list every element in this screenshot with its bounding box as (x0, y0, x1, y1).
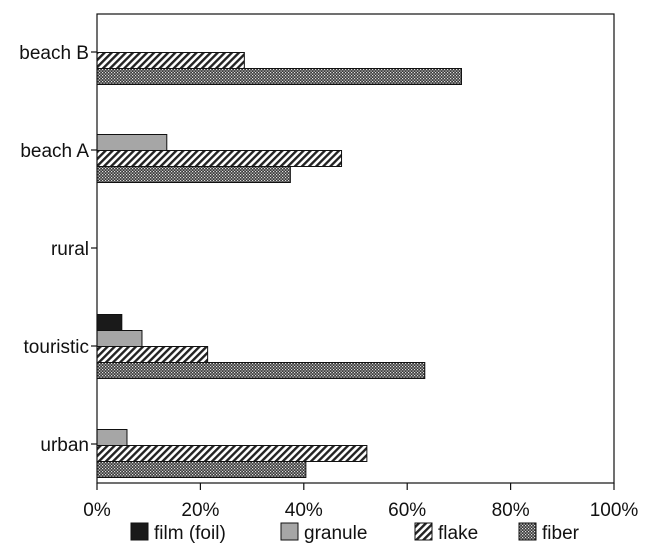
bar-flake-beach-b (96, 52, 245, 69)
bar-flake-touristic (96, 346, 209, 363)
legend-label-0: film (foil) (154, 523, 226, 544)
category-label-beach-a: beach A (20, 141, 89, 162)
x-tick-label: 40% (285, 500, 323, 521)
legend-swatch-0 (130, 522, 149, 541)
bar-fiber-touristic (96, 362, 426, 379)
x-tick-label: 60% (388, 500, 426, 521)
bar-fiber-urban (96, 461, 307, 478)
bar-granule-beach-a (96, 134, 168, 151)
category-label-rural: rural (51, 239, 89, 260)
category-label-urban: urban (40, 435, 89, 456)
x-tick-label: 20% (181, 500, 219, 521)
x-tick-label: 0% (83, 500, 111, 521)
category-label-beach-b: beach B (19, 43, 89, 64)
legend-swatch-1 (280, 522, 299, 541)
legend-swatch-2 (414, 522, 433, 541)
x-tick-label: 80% (492, 500, 530, 521)
bar-fiber-beach-a (96, 166, 291, 183)
bar-flake-beach-a (96, 150, 343, 167)
bar-granule-urban (96, 429, 128, 446)
category-label-touristic: touristic (24, 337, 89, 358)
legend-swatch-3 (518, 522, 537, 541)
bar-fiber-beach-b (96, 68, 462, 85)
legend-label-2: flake (438, 523, 478, 544)
x-tick-label: 100% (590, 500, 639, 521)
bar-granule-touristic (96, 330, 143, 347)
bar-flake-urban (96, 445, 368, 462)
legend-label-1: granule (304, 523, 367, 544)
legend-label-3: fiber (542, 523, 580, 544)
bar-film-foil-touristic (96, 314, 123, 331)
